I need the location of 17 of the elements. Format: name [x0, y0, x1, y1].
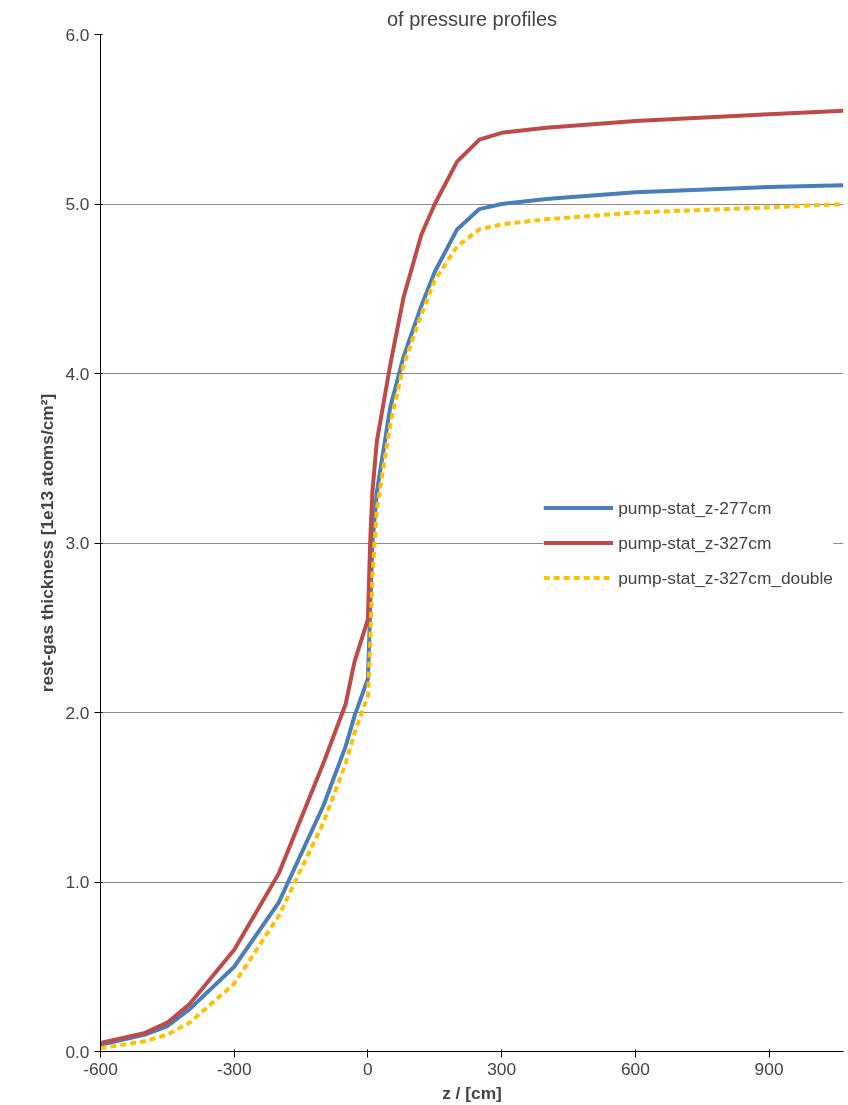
x-tick-label: -300	[216, 1058, 252, 1079]
legend-label: pump-stat_z-327cm	[618, 532, 772, 553]
x-tick-label: 0	[363, 1058, 373, 1079]
x-axis-title: z / [cm]	[442, 1082, 502, 1103]
x-tick-label: 600	[620, 1058, 650, 1079]
y-axis-title: rest-gas thickness [1e13 atoms/cm²]	[37, 393, 58, 693]
x-tick-label: 300	[487, 1058, 517, 1079]
y-tick-label: 2.0	[65, 702, 90, 723]
chart-title: of pressure profiles	[386, 7, 558, 30]
x-tick-label: 900	[754, 1058, 784, 1079]
y-tick-label: 1.0	[65, 872, 90, 892]
y-tick-label: 6.0	[65, 24, 90, 45]
y-tick-label: 5.0	[65, 194, 90, 214]
y-tick-label: 4.0	[65, 363, 90, 384]
legend-label: pump-stat_z-277cm	[618, 497, 772, 518]
legend-label: pump-stat_z-327cm_double	[618, 567, 833, 588]
y-tick-label: 3.0	[65, 533, 90, 553]
